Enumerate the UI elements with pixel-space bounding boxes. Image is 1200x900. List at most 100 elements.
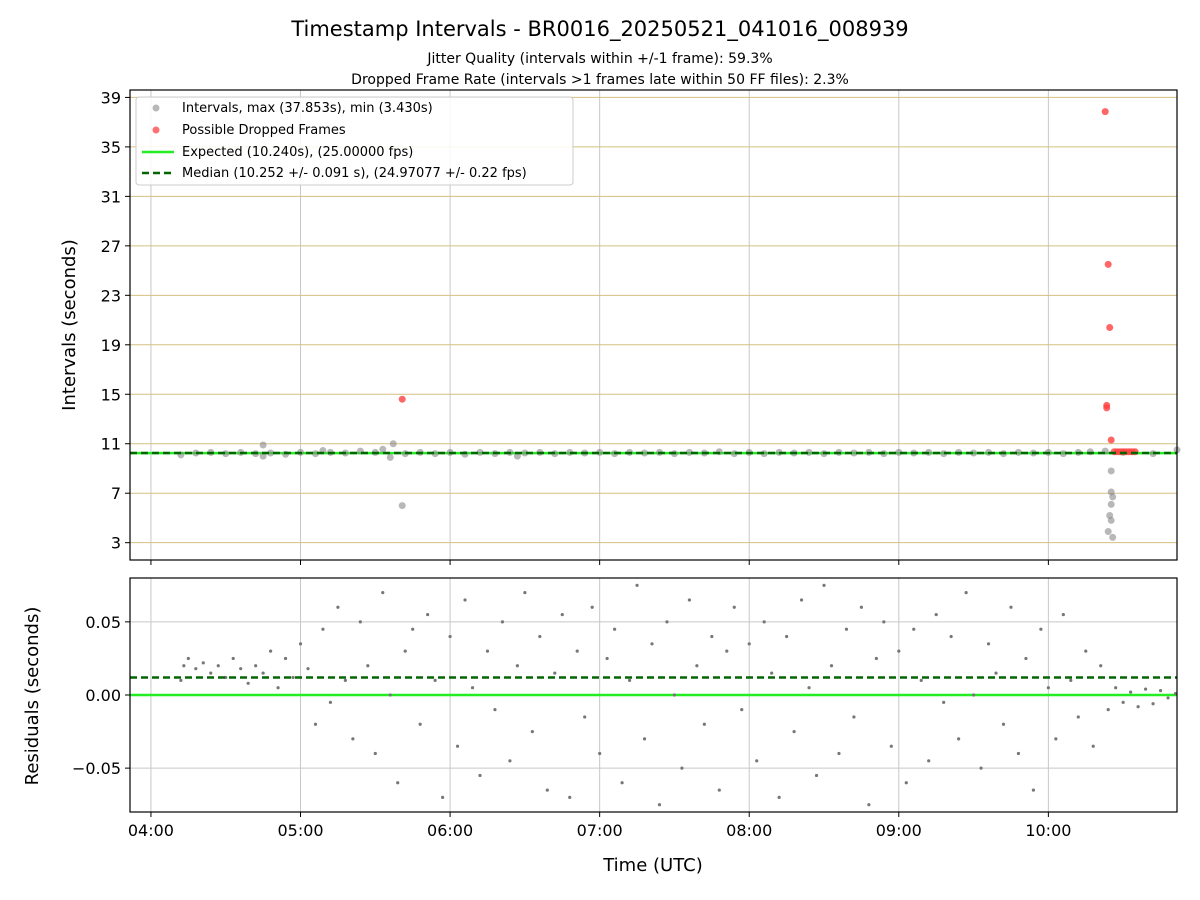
residual-point	[182, 664, 186, 668]
y-tick-label: 7	[111, 484, 121, 503]
residual-point	[672, 693, 677, 697]
residual-point	[351, 737, 355, 741]
y-tick-label: 3	[111, 534, 121, 553]
dropped-frame-point	[1106, 323, 1114, 331]
y-tick-label: 19	[101, 336, 121, 355]
residual-point	[829, 664, 834, 668]
x-tick-label: 10:00	[1025, 821, 1071, 840]
residual-point	[859, 605, 864, 609]
residual-point	[1121, 700, 1125, 704]
residual-point	[418, 722, 422, 726]
interval-point	[1107, 516, 1115, 524]
residual-point	[1151, 702, 1155, 706]
residual-point	[635, 583, 639, 587]
residual-point	[523, 591, 527, 595]
bottom-y-axis-label: Residuals (seconds)	[22, 607, 43, 786]
residual-point	[209, 671, 213, 675]
legend-dropped-label: Possible Dropped Frames	[182, 123, 346, 138]
residual-point	[313, 722, 318, 726]
residual-point	[814, 773, 819, 778]
residual-point	[732, 605, 736, 609]
residual-point	[807, 686, 811, 690]
residual-point	[627, 678, 632, 682]
residual-point	[1136, 705, 1140, 709]
residual-point	[986, 642, 991, 646]
interval-point	[850, 449, 858, 457]
legend-median-label: Median (10.252 +/- 0.091 s), (24.97077 +…	[182, 166, 527, 181]
residual-point	[239, 667, 243, 671]
residual-point	[1024, 656, 1028, 661]
y-tick-label: 27	[101, 237, 121, 256]
top-y-axis-label: Intervals (seconds)	[59, 239, 80, 411]
legend-expected-label: Expected (10.240s), (25.00000 fps)	[182, 145, 413, 160]
residual-point	[231, 656, 235, 661]
residual-point	[934, 612, 938, 617]
residual-point	[321, 627, 325, 631]
residual-point	[949, 634, 953, 639]
residual-point	[927, 759, 931, 763]
x-tick-label: 09:00	[876, 821, 922, 840]
residual-point	[485, 649, 490, 653]
x-axis-label: Time (UTC)	[602, 855, 703, 876]
residual-point	[545, 788, 549, 792]
residual-point	[665, 620, 669, 624]
y-tick-label: 39	[101, 88, 121, 107]
residual-point	[426, 612, 430, 617]
residual-point	[844, 627, 849, 631]
residual-point	[493, 708, 497, 712]
residual-point	[1129, 690, 1133, 694]
residual-point	[979, 766, 983, 770]
interval-point	[192, 449, 200, 457]
residual-point	[792, 729, 796, 734]
residual-point	[897, 649, 901, 653]
interval-point	[379, 445, 387, 453]
residual-point	[882, 620, 886, 624]
interval-point	[521, 449, 529, 457]
residual-point	[680, 766, 684, 770]
residual-point	[1069, 678, 1073, 682]
jitter-quality-subtitle: Jitter Quality (intervals within +/-1 fr…	[426, 51, 772, 67]
interval-point	[267, 449, 275, 457]
residual-point	[770, 671, 774, 675]
dropped-frame-point	[1101, 108, 1109, 116]
interval-point	[1107, 500, 1115, 508]
residual-point	[740, 708, 744, 712]
y-tick-label: 23	[101, 286, 121, 305]
residual-point	[553, 671, 557, 675]
residual-point	[657, 803, 662, 807]
residual-point	[1001, 722, 1006, 726]
residual-point	[687, 598, 691, 602]
residual-point	[500, 620, 505, 624]
residual-point	[186, 656, 190, 661]
y-tick-label: −0.05	[72, 759, 121, 778]
interval-point	[641, 449, 649, 457]
residual-point	[971, 693, 976, 697]
interval-point	[389, 440, 397, 448]
residual-point	[343, 678, 347, 682]
residuals-panel: 04:00 05:00 06:00 07:00 08:00 09:00 10:00 0.05 0…	[72, 577, 1178, 840]
x-tick-label: 06:00	[427, 821, 473, 840]
residual-point	[508, 759, 512, 763]
y-tick-label: 11	[101, 435, 121, 454]
residual-point	[216, 664, 220, 668]
residual-point	[867, 803, 871, 807]
residual-point	[904, 781, 908, 785]
residual-point	[306, 667, 310, 671]
interval-point	[1104, 528, 1112, 536]
plot-frame	[129, 577, 1178, 813]
residual-point	[366, 664, 370, 668]
residual-point	[755, 759, 759, 763]
dropped-frame-point	[1103, 404, 1111, 412]
residual-point	[583, 715, 587, 719]
residual-point	[1061, 612, 1065, 617]
residual-point	[478, 773, 482, 778]
interval-point	[513, 452, 521, 460]
residual-point	[1166, 696, 1170, 700]
residual-point	[328, 700, 333, 704]
residual-point	[291, 675, 295, 680]
y-tick-label: 0.00	[85, 686, 121, 705]
residual-point	[874, 656, 878, 661]
residual-point	[702, 722, 706, 726]
residual-point	[254, 664, 258, 668]
